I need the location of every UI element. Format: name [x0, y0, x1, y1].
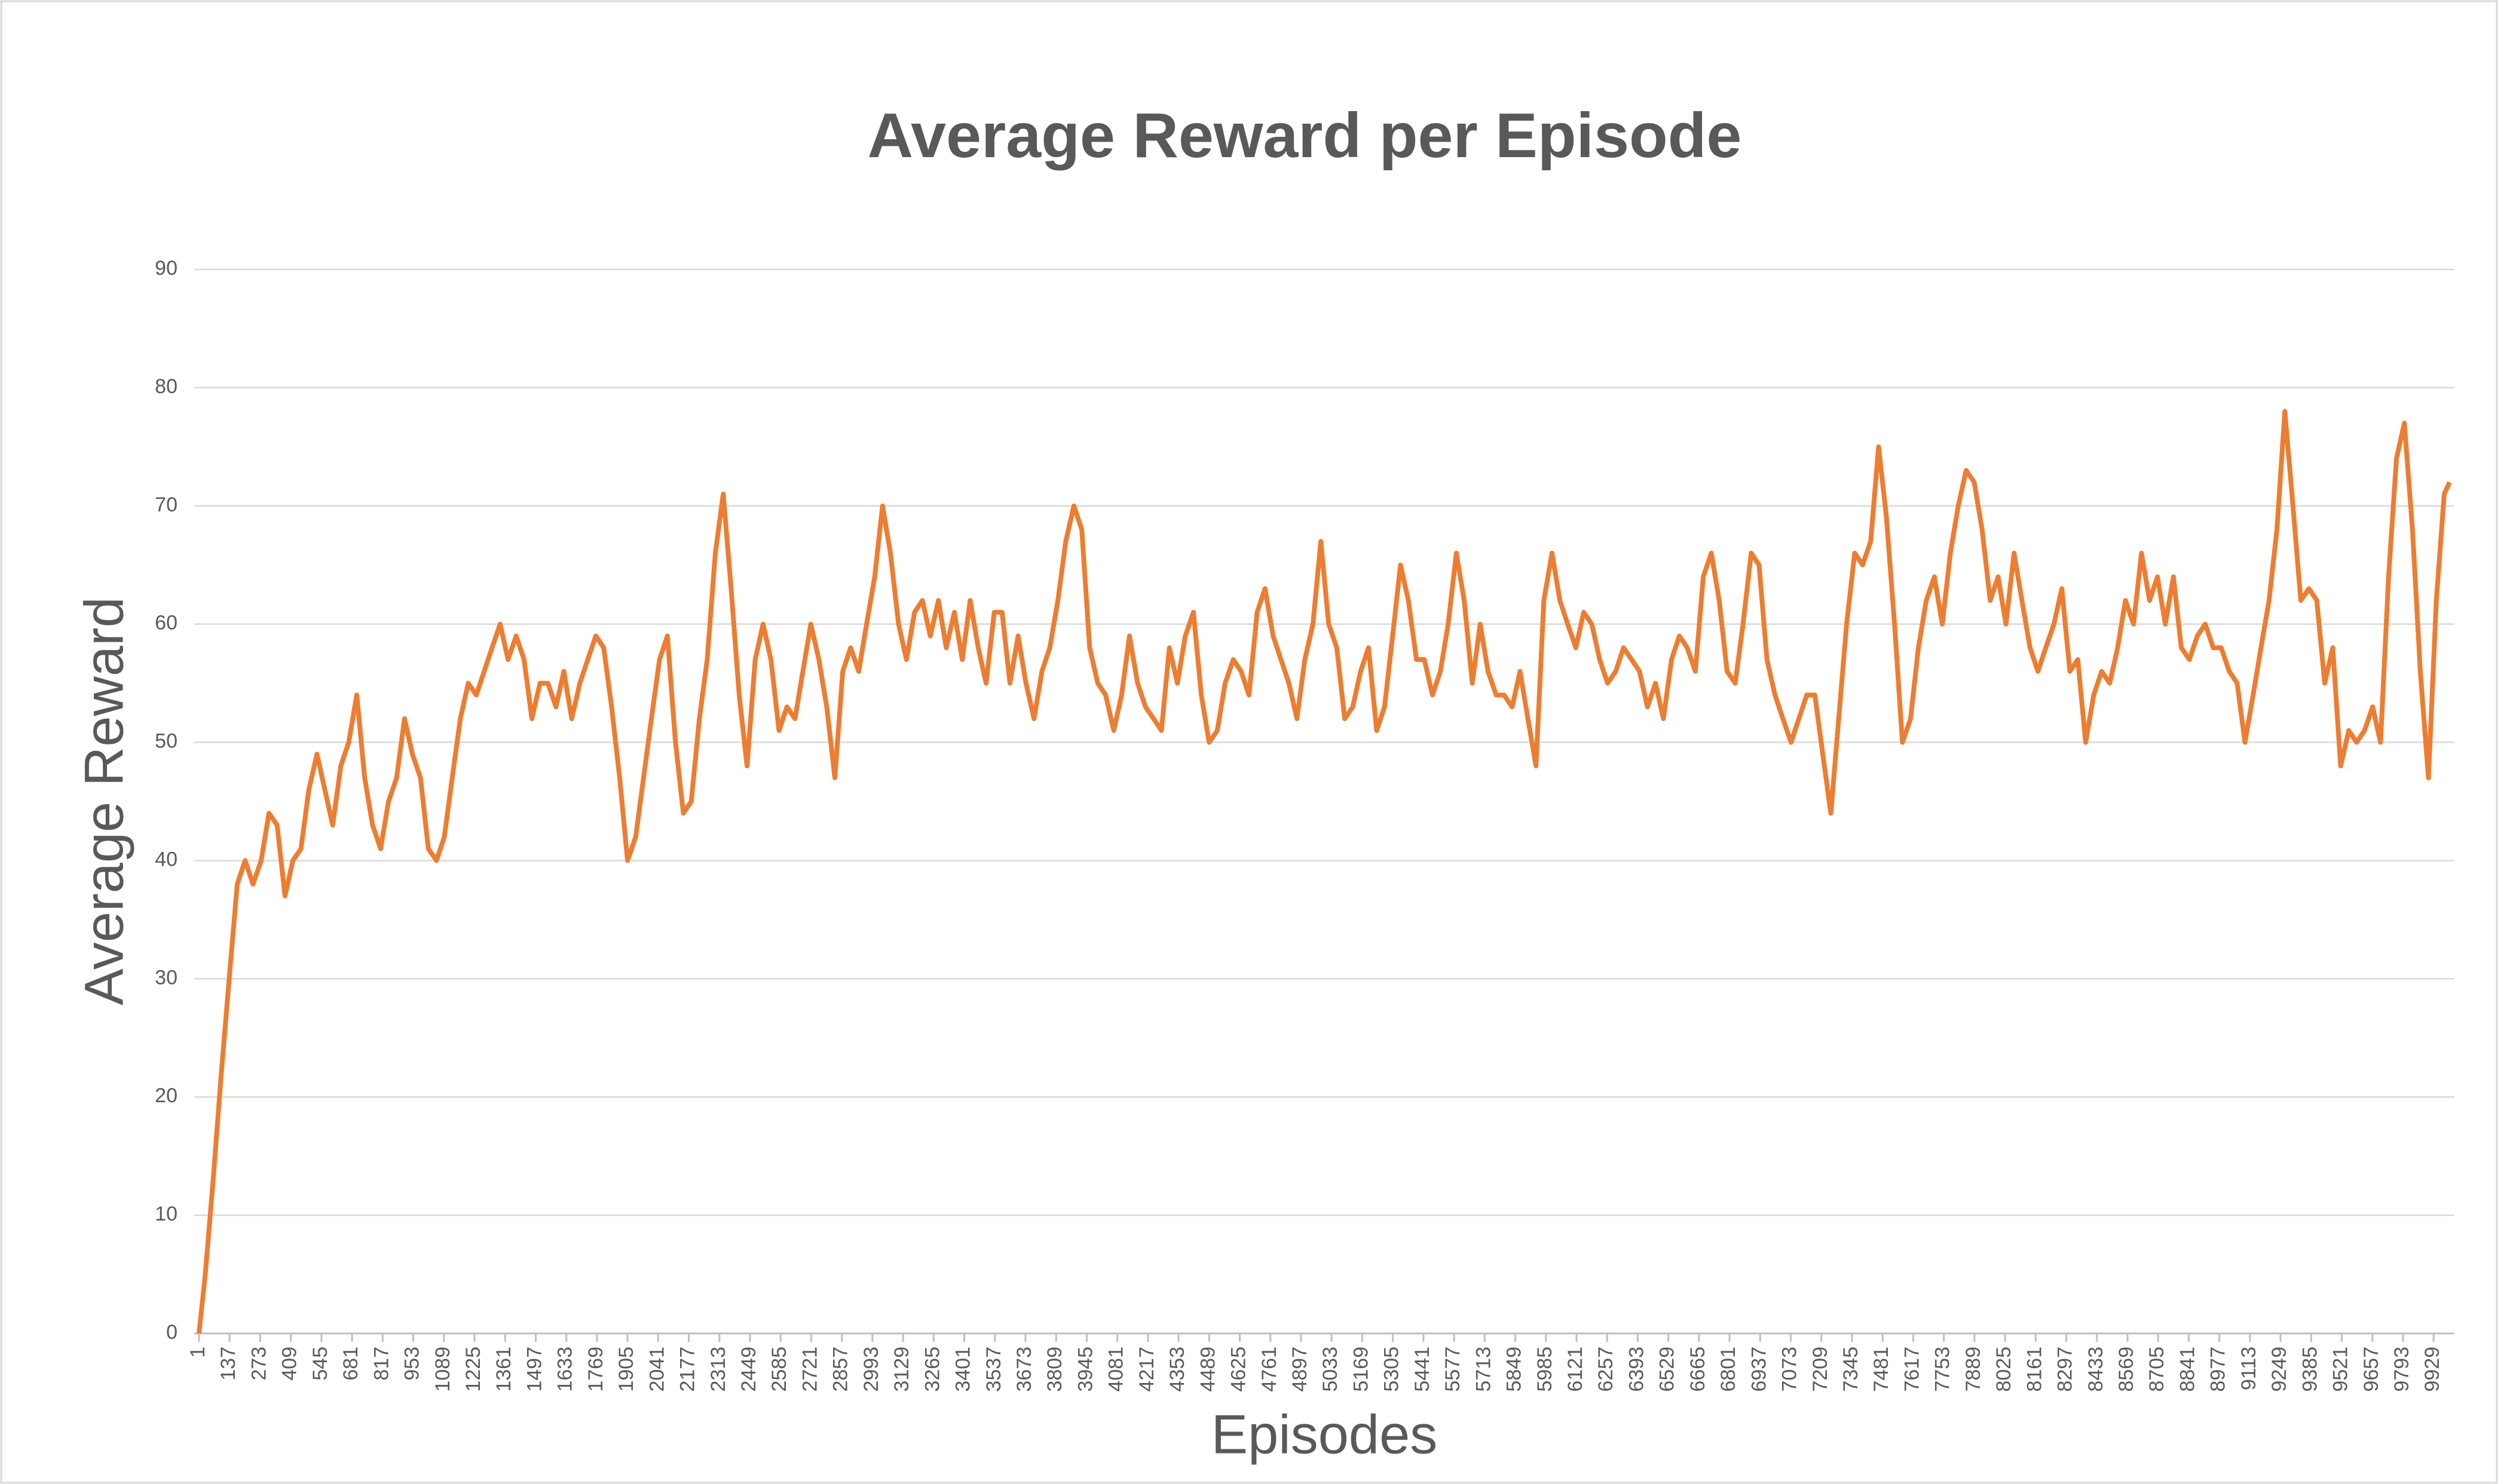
- x-tick-label: 9793: [2390, 1347, 2413, 1392]
- x-tick-label: 2993: [860, 1347, 883, 1392]
- x-tick-label: 7073: [1778, 1347, 1801, 1392]
- x-tick-label: 6121: [1564, 1347, 1587, 1392]
- x-tick-label: 8977: [2207, 1347, 2230, 1392]
- x-tick-label: 5169: [1349, 1347, 1372, 1392]
- y-tick-label: 60: [155, 612, 177, 634]
- x-tick-label: 5713: [1472, 1347, 1495, 1392]
- x-tick-label: 6801: [1717, 1347, 1740, 1392]
- y-tick-label: 80: [155, 375, 177, 398]
- x-tick-label: 9113: [2237, 1347, 2260, 1390]
- x-tick-label: 3265: [921, 1347, 944, 1392]
- x-tick-label: 8569: [2115, 1347, 2138, 1392]
- x-tick-label: 1769: [584, 1347, 607, 1392]
- x-tick-label: 1905: [615, 1347, 638, 1392]
- x-tick-label: 9521: [2329, 1347, 2352, 1392]
- x-tick-label: 7889: [1962, 1347, 1985, 1392]
- x-tick-label: 545: [309, 1347, 332, 1381]
- data-line: [197, 409, 2452, 1334]
- y-axis-label: Average Reward: [74, 597, 134, 1005]
- x-tick-label: 2177: [676, 1347, 699, 1392]
- x-tick-label: 1633: [554, 1347, 577, 1392]
- x-tick-label: 2857: [829, 1347, 852, 1392]
- y-tick-label: 10: [155, 1203, 177, 1225]
- x-tick-label: 5033: [1319, 1347, 1342, 1392]
- x-tick-label: 953: [401, 1347, 424, 1381]
- x-tick-label: 817: [370, 1347, 393, 1381]
- x-tick-label: 8705: [2145, 1347, 2168, 1392]
- x-tick-label: 2585: [768, 1347, 791, 1392]
- x-tick-label: 5849: [1503, 1347, 1526, 1392]
- x-tick-label: 9929: [2421, 1347, 2444, 1392]
- x-tick-label: 4353: [1166, 1347, 1189, 1392]
- x-tick-label: 9385: [2298, 1347, 2321, 1392]
- x-tick-label: 7345: [1839, 1347, 1862, 1392]
- x-tick-label: 2041: [645, 1347, 668, 1392]
- y-tick-label: 90: [155, 257, 177, 280]
- x-tick-label: 6529: [1656, 1347, 1679, 1392]
- x-tick-label: 2449: [737, 1347, 760, 1392]
- x-tick-label: 9657: [2360, 1347, 2383, 1392]
- x-tick-label: 3945: [1074, 1347, 1097, 1392]
- x-tick-label: 3401: [952, 1347, 975, 1392]
- x-tick-label: 8025: [1992, 1347, 2015, 1392]
- x-tick-label: 5985: [1533, 1347, 1556, 1392]
- y-tick-label: 40: [155, 848, 177, 870]
- x-tick-label: 9249: [2268, 1347, 2291, 1392]
- x-tick-label: 8297: [2054, 1347, 2077, 1392]
- y-tick-label: 30: [155, 966, 177, 989]
- x-tick-label: 3673: [1013, 1347, 1036, 1392]
- x-axis-label: Episodes: [1211, 1404, 1437, 1465]
- x-tick-label: 6257: [1594, 1347, 1617, 1392]
- x-tick-label: 4761: [1258, 1347, 1281, 1392]
- x-tick-label: 2313: [707, 1347, 730, 1392]
- x-tick-label: 7481: [1870, 1347, 1893, 1392]
- x-tick-label: 4489: [1196, 1347, 1219, 1392]
- x-tick-label: 5441: [1411, 1347, 1434, 1392]
- x-tick-label: 6937: [1747, 1347, 1770, 1392]
- x-tick-label: 7753: [1931, 1347, 1954, 1392]
- chart-title: Average Reward per Episode: [868, 100, 1742, 171]
- x-tick-label: 7209: [1809, 1347, 1832, 1392]
- x-tick-label: 8841: [2176, 1347, 2199, 1392]
- x-tick-label: 3537: [982, 1347, 1005, 1392]
- x-tick-label: 4081: [1105, 1347, 1128, 1392]
- x-tick-label: 4217: [1135, 1347, 1158, 1392]
- x-tick-label: 137: [217, 1347, 240, 1381]
- x-tick-label: 2721: [798, 1347, 821, 1392]
- x-tick-label: 6393: [1625, 1347, 1648, 1392]
- x-tick-label: 273: [247, 1347, 270, 1381]
- x-tick-label: 1089: [431, 1347, 454, 1392]
- x-tick-label: 3809: [1043, 1347, 1066, 1392]
- x-tick-label: 1497: [523, 1347, 546, 1392]
- x-tick-label: 4625: [1227, 1347, 1250, 1392]
- y-tick-label: 70: [155, 493, 177, 516]
- x-tick-label: 7617: [1900, 1347, 1923, 1392]
- x-tick-label: 409: [278, 1347, 301, 1381]
- x-tick-label: 3129: [890, 1347, 913, 1392]
- x-tick-label: 681: [339, 1347, 362, 1381]
- x-tick-label: 5577: [1441, 1347, 1464, 1392]
- y-tick-label: 50: [155, 730, 177, 753]
- y-tick-label: 20: [155, 1084, 177, 1107]
- x-tick-label: 6665: [1686, 1347, 1709, 1392]
- x-tick-label: 1361: [492, 1347, 515, 1392]
- x-tick-label: 5305: [1380, 1347, 1403, 1392]
- y-tick-label: 0: [166, 1321, 177, 1344]
- x-tick-label: 1: [186, 1347, 209, 1358]
- x-tick-label: 1225: [462, 1347, 485, 1392]
- x-tick-label: 8433: [2084, 1347, 2107, 1392]
- x-tick-label: 8161: [2023, 1347, 2046, 1392]
- x-tick-label: 4897: [1288, 1347, 1311, 1392]
